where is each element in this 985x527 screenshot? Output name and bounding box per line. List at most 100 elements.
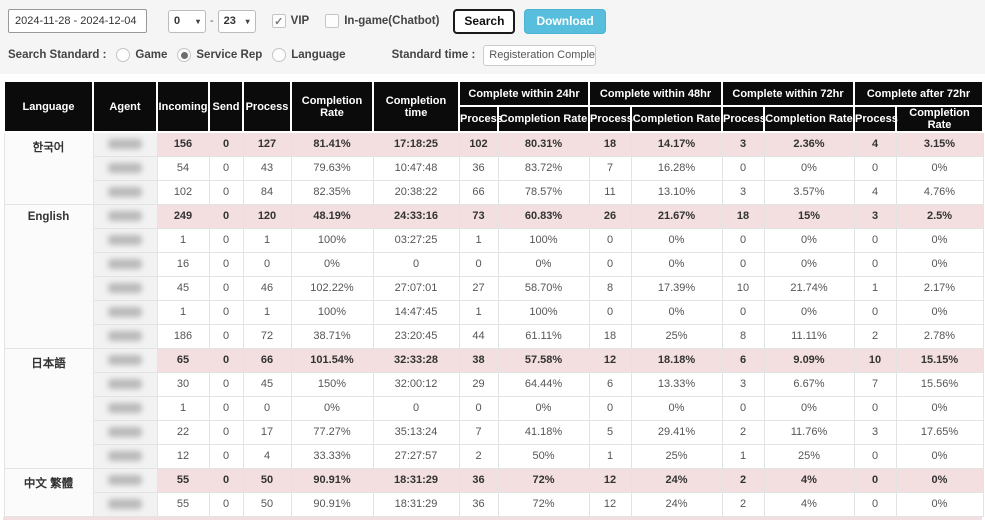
radio-game[interactable]: Game bbox=[116, 48, 167, 62]
data-cell: 12 bbox=[588, 491, 632, 517]
radio-service-rep[interactable]: Service Rep bbox=[177, 48, 262, 62]
agent-cell-redacted bbox=[92, 395, 158, 421]
col-header-completion-time: Completion time bbox=[372, 82, 460, 133]
table-row: 1 0 1 100% 03:27:25 1 100% 0 0% 0 0% 0 0% bbox=[4, 227, 984, 253]
col-header-agent: Agent bbox=[92, 82, 158, 133]
table-row: 日本語 65 0 66 101.54% 32:33:28 38 57.58% 12 18.18% 6… bbox=[3, 347, 984, 469]
vip-label: VIP bbox=[290, 15, 310, 27]
agent-cell-redacted bbox=[92, 419, 158, 445]
data-cell: 0 bbox=[208, 299, 244, 325]
data-cell: 2 bbox=[853, 323, 897, 349]
data-cell: 0% bbox=[763, 395, 855, 421]
agent-cell-redacted bbox=[92, 323, 158, 349]
data-cell: 120 bbox=[242, 203, 292, 229]
data-cell: 25% bbox=[630, 323, 723, 349]
data-cell: 1 bbox=[458, 227, 499, 253]
radio-language-label: Language bbox=[291, 49, 346, 61]
agent-cell-redacted bbox=[92, 203, 158, 229]
data-cell: 50 bbox=[242, 467, 292, 493]
data-cell: 0 bbox=[208, 443, 244, 469]
data-cell: 0 bbox=[588, 395, 632, 421]
checkmark-icon: ✓ bbox=[271, 14, 286, 28]
radio-language[interactable]: Language bbox=[272, 48, 346, 62]
data-cell: 0 bbox=[853, 395, 897, 421]
data-cell: 36 bbox=[458, 491, 499, 517]
data-cell: 22 bbox=[156, 419, 210, 445]
vip-checkbox[interactable]: ✓ VIP bbox=[271, 14, 310, 28]
data-cell: 23:20:45 bbox=[372, 323, 460, 349]
data-cell: 0% bbox=[497, 395, 590, 421]
data-cell: 83.72% bbox=[497, 155, 590, 181]
data-cell: 1 bbox=[242, 299, 292, 325]
data-cell: 0 bbox=[208, 347, 244, 373]
data-cell: 0% bbox=[895, 467, 984, 493]
data-cell: 1 bbox=[156, 299, 210, 325]
data-cell: 0 bbox=[853, 491, 897, 517]
table-row: 中文 繁體 55 0 50 90.91% 18:31:29 36 72% 12 24% 2 4% 0 0% bbox=[3, 467, 984, 517]
table-row: 한국어 156 0 127 81.41% 17:18:25 102 80.31% 18 14.17… bbox=[3, 131, 984, 205]
data-cell: 18.18% bbox=[630, 347, 723, 373]
col-header-incoming: Incoming bbox=[156, 82, 210, 133]
data-cell: 3.15% bbox=[895, 131, 984, 157]
data-cell: 30 bbox=[156, 371, 210, 397]
data-cell: 0 bbox=[588, 299, 632, 325]
data-cell: 11 bbox=[588, 179, 632, 205]
agent-cell-redacted bbox=[92, 371, 158, 397]
data-cell: 66 bbox=[242, 347, 292, 373]
data-cell: 78.57% bbox=[497, 179, 590, 205]
data-cell: 48.19% bbox=[290, 203, 374, 229]
data-cell: 2.36% bbox=[763, 131, 855, 157]
data-cell: 6 bbox=[721, 347, 765, 373]
download-button[interactable]: Download bbox=[524, 8, 606, 34]
data-cell: 65 bbox=[156, 347, 210, 373]
data-cell: 7 bbox=[458, 419, 499, 445]
data-cell: 5 bbox=[588, 419, 632, 445]
radio-game-label: Game bbox=[135, 49, 168, 61]
ingame-chatbot-checkbox[interactable]: In-game(Chatbot) bbox=[325, 14, 439, 28]
redacted-name-blur bbox=[108, 163, 142, 173]
data-cell: 25% bbox=[630, 443, 723, 469]
data-cell: 73 bbox=[458, 203, 499, 229]
data-cell: 0 bbox=[208, 419, 244, 445]
data-cell: 7 bbox=[588, 155, 632, 181]
data-cell: 0 bbox=[372, 395, 460, 421]
data-cell: 0% bbox=[630, 395, 723, 421]
data-cell: 0% bbox=[895, 251, 984, 277]
col-header-completion-rate: Completion Rate bbox=[290, 82, 374, 133]
hour-range-dash: - bbox=[210, 15, 214, 27]
data-cell: 0 bbox=[208, 131, 244, 157]
data-cell: 18:31:29 bbox=[372, 491, 460, 517]
data-cell: 12 bbox=[156, 443, 210, 469]
data-cell: 11.76% bbox=[763, 419, 855, 445]
redacted-name-blur bbox=[108, 331, 142, 341]
data-cell: 16 bbox=[156, 251, 210, 277]
data-cell: 3.57% bbox=[763, 179, 855, 205]
data-cell: 4 bbox=[853, 179, 897, 205]
search-button[interactable]: Search bbox=[453, 8, 516, 34]
data-cell: 13.33% bbox=[630, 371, 723, 397]
col-header-language: Language bbox=[3, 82, 94, 133]
data-cell: 17:18:25 bbox=[372, 131, 460, 157]
report-table: Language Agent Incoming Send Process Com… bbox=[3, 82, 984, 517]
data-cell: 8 bbox=[588, 275, 632, 301]
data-cell: 0 bbox=[721, 299, 765, 325]
hour-from-select[interactable]: 0 ▾ bbox=[168, 9, 206, 33]
table-header: Language Agent Incoming Send Process Com… bbox=[3, 82, 984, 133]
data-cell: 1 bbox=[458, 299, 499, 325]
table-row: 45 0 46 102.22% 27:07:01 27 58.70% 8 17.39% 10 21.… bbox=[4, 275, 984, 301]
data-cell: 6.67% bbox=[763, 371, 855, 397]
data-cell: 2.78% bbox=[895, 323, 984, 349]
data-cell: 1 bbox=[156, 227, 210, 253]
data-cell: 0 bbox=[208, 323, 244, 349]
redacted-name-blur bbox=[108, 403, 142, 413]
standard-time-select[interactable]: Registeration Complete ~ Cor bbox=[483, 44, 597, 66]
data-cell: 2 bbox=[458, 443, 499, 469]
hour-to-select[interactable]: 23 ▾ bbox=[217, 9, 256, 33]
data-cell: 18 bbox=[721, 203, 765, 229]
data-cell: 82.35% bbox=[290, 179, 374, 205]
data-cell: 38.71% bbox=[290, 323, 374, 349]
toolbar-row-2: Search Standard : Game Service Rep Langu… bbox=[8, 44, 977, 66]
group-header-after-72hr: Complete after 72hr bbox=[853, 82, 984, 107]
date-range-input[interactable] bbox=[8, 9, 147, 33]
data-cell: 0% bbox=[497, 251, 590, 277]
